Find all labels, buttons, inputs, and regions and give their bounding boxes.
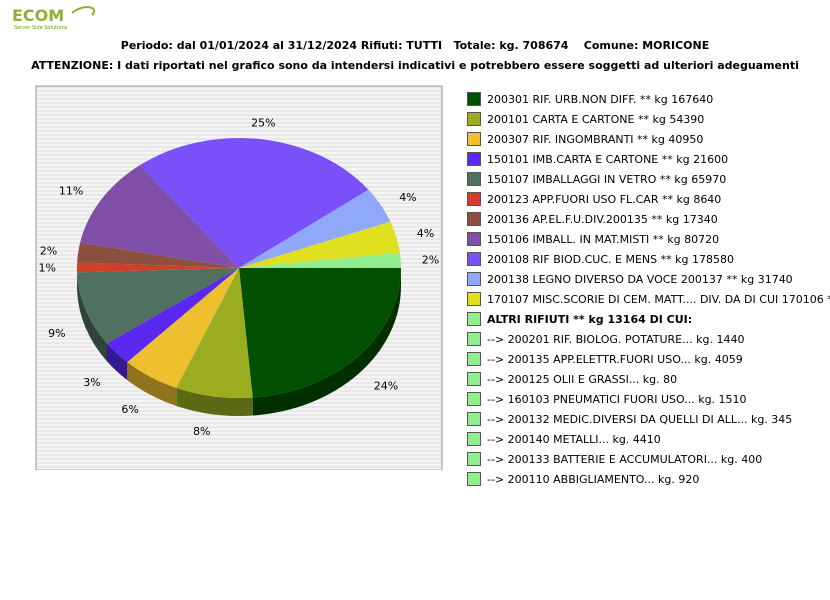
- pie-side-1: [252, 268, 401, 416]
- pie-label-3: 6%: [121, 403, 138, 416]
- legend-item-4: 150101 IMB.CARTA E CARTONE ** kg 21600: [467, 150, 830, 170]
- legend-subitem-4: --> 160103 PNEUMATICI FUORI USO... kg. 1…: [467, 390, 830, 410]
- legend-swatch: [467, 452, 481, 466]
- pie-slice-12: [239, 252, 401, 268]
- pie-slice-1: [239, 268, 401, 398]
- pie-label-9: 25%: [251, 116, 275, 129]
- legend-item-5: 150107 IMBALLAGGI IN VETRO ** kg 65970: [467, 170, 830, 190]
- pie-label-11: 4%: [417, 227, 434, 240]
- pie-label-4: 3%: [83, 376, 100, 389]
- legend-label: 150101 IMB.CARTA E CARTONE ** kg 21600: [487, 153, 729, 166]
- legend-item-3: 200307 RIF. INGOMBRANTI ** kg 40950: [467, 130, 830, 150]
- pie-chart: 24% 8% 6% 3% 9% 1% 2% 11% 25% 4% 4% 2%: [35, 85, 443, 470]
- pie-sides: [77, 268, 401, 416]
- legend-swatch: [467, 472, 481, 486]
- legend-swatch: [467, 232, 481, 246]
- legend-swatch: [467, 132, 481, 146]
- legend-subitem-1: --> 200201 RIF. BIOLOG. POTATURE... kg. …: [467, 330, 830, 350]
- legend-label: 200138 LEGNO DIVERSO DA VOCE 200137 ** k…: [487, 273, 793, 286]
- pie-label-7: 2%: [40, 244, 57, 257]
- legend-item-1: 200301 RIF. URB.NON DIFF. ** kg 167640: [467, 90, 830, 110]
- legend-item-10: 200138 LEGNO DIVERSO DA VOCE 200137 ** k…: [467, 270, 830, 290]
- pie-label-1: 24%: [374, 379, 398, 392]
- legend-label: 200123 APP.FUORI USO FL.CAR ** kg 8640: [487, 193, 722, 206]
- logo-text: ECOM: [12, 6, 64, 25]
- legend-label: --> 200135 APP.ELETTR.FUORI USO... kg. 4…: [487, 353, 743, 366]
- legend-swatch: [467, 392, 481, 406]
- legend-label: 150106 IMBALL. IN MAT.MISTI ** kg 80720: [487, 233, 720, 246]
- legend-swatch: [467, 112, 481, 126]
- logo-subtitle: Server Side Solutions: [14, 25, 68, 31]
- pie-slice-5: [77, 268, 239, 344]
- pie-slice-7: [77, 242, 239, 268]
- pie-label-12: 2%: [422, 253, 439, 266]
- pie-slice-9: [139, 138, 369, 268]
- pie-side-5: [77, 272, 108, 362]
- legend-subitem-6: --> 200140 METALLI... kg. 4410: [467, 430, 830, 450]
- legend-label: 170107 MISC.SCORIE DI CEM. MATT.... DIV.…: [487, 293, 830, 306]
- legend-item-9: 200108 RIF BIOD.CUC. E MENS ** kg 178580: [467, 250, 830, 270]
- legend-label: 200101 CARTA E CARTONE ** kg 54390: [487, 113, 705, 126]
- legend-swatch: [467, 272, 481, 286]
- pie-slice-10: [239, 189, 391, 268]
- legend-subitem-3: --> 200125 OLII E GRASSI... kg. 80: [467, 370, 830, 390]
- pie-slice-6: [77, 262, 239, 273]
- legend-subitem-7: --> 200133 BATTERIE E ACCUMULATORI... kg…: [467, 450, 830, 470]
- legend-swatch: [467, 312, 481, 326]
- pie-label-6: 1%: [38, 261, 55, 274]
- pie-slices: [77, 138, 401, 398]
- legend-swatch: [467, 152, 481, 166]
- legend-label: 150107 IMBALLAGGI IN VETRO ** kg 65970: [487, 173, 727, 186]
- legend-label: 200108 RIF BIOD.CUC. E MENS ** kg 178580: [487, 253, 734, 266]
- legend-subitem-8: --> 200110 ABBIGLIAMENTO... kg. 920: [467, 470, 830, 490]
- legend-label: --> 200201 RIF. BIOLOG. POTATURE... kg. …: [487, 333, 745, 346]
- legend-label: --> 200125 OLII E GRASSI... kg. 80: [487, 373, 678, 386]
- pie-label-10: 4%: [399, 191, 416, 204]
- legend-label: 200301 RIF. URB.NON DIFF. ** kg 167640: [487, 93, 714, 106]
- legend-subitem-5: --> 200132 MEDIC.DIVERSI DA QUELLI DI AL…: [467, 410, 830, 430]
- pie-label-8: 11%: [59, 185, 83, 198]
- legend: 200301 RIF. URB.NON DIFF. ** kg 167640 20…: [467, 90, 830, 490]
- legend-label: --> 200110 ABBIGLIAMENTO... kg. 920: [487, 473, 700, 486]
- legend-item-7: 200136 AP.EL.F.U.DIV.200135 ** kg 17340: [467, 210, 830, 230]
- pie-side-2: [176, 387, 253, 416]
- legend-swatch: [467, 352, 481, 366]
- legend-swatch: [467, 172, 481, 186]
- legend-item-6: 200123 APP.FUORI USO FL.CAR ** kg 8640: [467, 190, 830, 210]
- pie-slice-2: [176, 268, 253, 398]
- legend-label: --> 200140 METALLI... kg. 4410: [487, 433, 661, 446]
- pie-side-3: [127, 362, 177, 406]
- legend-label: --> 200133 BATTERIE E ACCUMULATORI... kg…: [487, 453, 763, 466]
- pie-label-5: 9%: [48, 327, 65, 340]
- legend-swatch: [467, 372, 481, 386]
- legend-subitem-2: --> 200135 APP.ELETTR.FUORI USO... kg. 4…: [467, 350, 830, 370]
- legend-swatch: [467, 432, 481, 446]
- legend-item-12: ALTRI RIFIUTI ** kg 13164 DI CUI:: [467, 310, 830, 330]
- legend-item-11: 170107 MISC.SCORIE DI CEM. MATT.... DIV.…: [467, 290, 830, 310]
- legend-label: --> 160103 PNEUMATICI FUORI USO... kg. 1…: [487, 393, 747, 406]
- warning-header: ATTENZIONE: I dati riportati nel grafico…: [31, 59, 799, 72]
- pie-slice-4: [107, 268, 239, 363]
- legend-swatch: [467, 292, 481, 306]
- pie-slice-8: [80, 165, 239, 268]
- legend-label: 200136 AP.EL.F.U.DIV.200135 ** kg 17340: [487, 213, 718, 226]
- legend-item-8: 150106 IMBALL. IN MAT.MISTI ** kg 80720: [467, 230, 830, 250]
- legend-label: --> 200132 MEDIC.DIVERSI DA QUELLI DI AL…: [487, 413, 793, 426]
- legend-swatch: [467, 192, 481, 206]
- ecom-logo: ECOM Server Side Solutions: [12, 6, 95, 31]
- pie-slice-3: [127, 268, 239, 388]
- legend-label: ALTRI RIFIUTI ** kg 13164 DI CUI:: [487, 313, 693, 326]
- legend-swatch: [467, 92, 481, 106]
- pie-side-4: [107, 343, 128, 381]
- pie-slice-11: [239, 221, 400, 268]
- legend-swatch: [467, 252, 481, 266]
- legend-label: 200307 RIF. INGOMBRANTI ** kg 40950: [487, 133, 704, 146]
- pie-labels: 24% 8% 6% 3% 9% 1% 2% 11% 25% 4% 4% 2%: [38, 116, 439, 438]
- legend-swatch: [467, 212, 481, 226]
- legend-item-2: 200101 CARTA E CARTONE ** kg 54390: [467, 110, 830, 130]
- legend-swatch: [467, 332, 481, 346]
- legend-swatch: [467, 412, 481, 426]
- period-header: Periodo: dal 01/01/2024 al 31/12/2024 Ri…: [120, 39, 710, 52]
- pie-label-2: 8%: [193, 425, 210, 438]
